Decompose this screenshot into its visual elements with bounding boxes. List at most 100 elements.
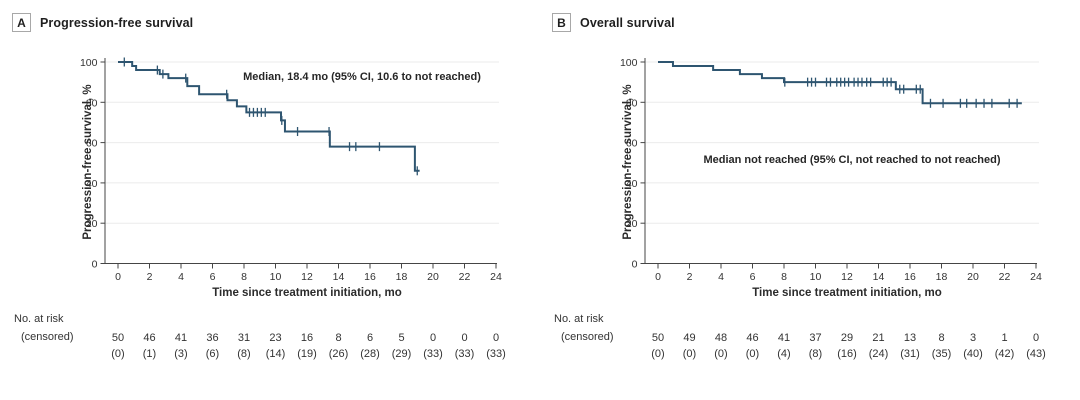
- panel-a: A Progression-free survival 0 20 40 60 80 100…: [12, 13, 506, 360]
- censored-count: (16): [837, 348, 857, 360]
- at-risk-count: 31: [238, 332, 250, 344]
- at-risk-count: 50: [112, 332, 124, 344]
- x-tick-label: 10: [270, 271, 282, 283]
- at-risk-count: 41: [175, 332, 187, 344]
- y-tick-label: 60: [626, 138, 638, 150]
- x-tick-label: 2: [147, 271, 153, 283]
- at-risk-count: 0: [430, 332, 436, 344]
- x-tick-label: 22: [459, 271, 471, 283]
- x-tick-label: 16: [904, 271, 916, 283]
- panel-title: Overall survival: [580, 15, 675, 30]
- at-risk-count: 8: [335, 332, 341, 344]
- y-tick-label: 20: [626, 218, 638, 230]
- censored-count: (33): [423, 348, 443, 360]
- panel-a-header: A Progression-free survival: [12, 13, 193, 32]
- censored-count: (1): [143, 348, 156, 360]
- censored-count: (40): [963, 348, 983, 360]
- x-axis-label: Time since treatment initiation, mo: [752, 287, 942, 299]
- at-risk-count: 0: [493, 332, 499, 344]
- x-tick-label: 12: [841, 271, 853, 283]
- censored-count: (0): [683, 348, 696, 360]
- censored-count: (14): [266, 348, 286, 360]
- censored-count: (0): [746, 348, 759, 360]
- y-tick-label: 60: [86, 138, 98, 150]
- y-tick-label: 80: [626, 97, 638, 109]
- at-risk-count: 8: [938, 332, 944, 344]
- x-tick-label: 20: [967, 271, 979, 283]
- censored-count: (19): [297, 348, 317, 360]
- panel-label-badge: B: [552, 13, 571, 32]
- censored-count: (35): [932, 348, 952, 360]
- at-risk-count: 0: [461, 332, 467, 344]
- censored-count: (42): [995, 348, 1015, 360]
- at-risk-count: 21: [872, 332, 884, 344]
- y-tick-label: 0: [92, 259, 98, 271]
- censored-count: (8): [809, 348, 822, 360]
- median-annotation: Median, 18.4 mo (95% CI, 10.6 to not rea…: [243, 71, 481, 83]
- x-tick-label: 2: [687, 271, 693, 283]
- x-tick-label: 24: [490, 271, 502, 283]
- censored-count: (4): [777, 348, 790, 360]
- x-tick-label: 20: [427, 271, 439, 283]
- x-tick-label: 4: [178, 271, 184, 283]
- y-axis-label: Progression-free survival, %: [622, 84, 634, 240]
- censored-count: (31): [900, 348, 920, 360]
- y-axis-label: Progression-free survival, %: [82, 84, 94, 240]
- panel-label-badge: A: [12, 13, 31, 32]
- censored-count: (0): [714, 348, 727, 360]
- x-tick-label: 16: [364, 271, 376, 283]
- x-tick-label: 18: [396, 271, 408, 283]
- y-tick-label: 80: [86, 97, 98, 109]
- panel-b-header: B Overall survival: [552, 13, 675, 32]
- at-risk-count: 29: [841, 332, 853, 344]
- x-tick-label: 6: [210, 271, 216, 283]
- median-annotation: Median not reached (95% CI, not reached …: [703, 154, 1001, 166]
- at-risk-count: 1: [1001, 332, 1007, 344]
- censored-count: (6): [206, 348, 219, 360]
- x-tick-label: 14: [333, 271, 345, 283]
- x-tick-label: 24: [1030, 271, 1042, 283]
- at-risk-count: 50: [652, 332, 664, 344]
- km-curve: [118, 61, 420, 172]
- x-tick-label: 18: [936, 271, 948, 283]
- censored-count: (33): [455, 348, 475, 360]
- x-tick-label: 4: [718, 271, 724, 283]
- censored-count: (29): [392, 348, 412, 360]
- censored-count: (33): [486, 348, 506, 360]
- y-tick-label: 100: [620, 57, 638, 69]
- censored-count: (3): [174, 348, 187, 360]
- panel-title: Progression-free survival: [40, 15, 194, 30]
- at-risk-label: No. at risk: [14, 313, 64, 325]
- at-risk-count: 46: [143, 332, 155, 344]
- y-tick-label: 40: [626, 178, 638, 190]
- at-risk-count: 36: [206, 332, 218, 344]
- censored-count: (0): [111, 348, 124, 360]
- at-risk-count: 49: [683, 332, 695, 344]
- censored-label: (censored): [561, 331, 614, 343]
- km-curve: [658, 61, 1022, 105]
- x-tick-label: 0: [115, 271, 121, 283]
- at-risk-count: 3: [970, 332, 976, 344]
- x-tick-label: 10: [810, 271, 822, 283]
- x-tick-label: 8: [781, 271, 787, 283]
- y-tick-label: 0: [632, 259, 638, 271]
- at-risk-count: 23: [269, 332, 281, 344]
- x-tick-label: 14: [873, 271, 885, 283]
- at-risk-count: 16: [301, 332, 313, 344]
- x-tick-label: 6: [750, 271, 756, 283]
- censored-count: (43): [1026, 348, 1046, 360]
- x-axis-label: Time since treatment initiation, mo: [212, 287, 402, 299]
- y-tick-label: 40: [86, 178, 98, 190]
- y-tick-label: 20: [86, 218, 98, 230]
- at-risk-label: No. at risk: [554, 313, 604, 325]
- censored-count: (28): [360, 348, 380, 360]
- censored-count: (26): [329, 348, 349, 360]
- at-risk-count: 6: [367, 332, 373, 344]
- at-risk-count: 0: [1033, 332, 1039, 344]
- at-risk-count: 13: [904, 332, 916, 344]
- x-tick-label: 12: [301, 271, 313, 283]
- censored-count: (8): [237, 348, 250, 360]
